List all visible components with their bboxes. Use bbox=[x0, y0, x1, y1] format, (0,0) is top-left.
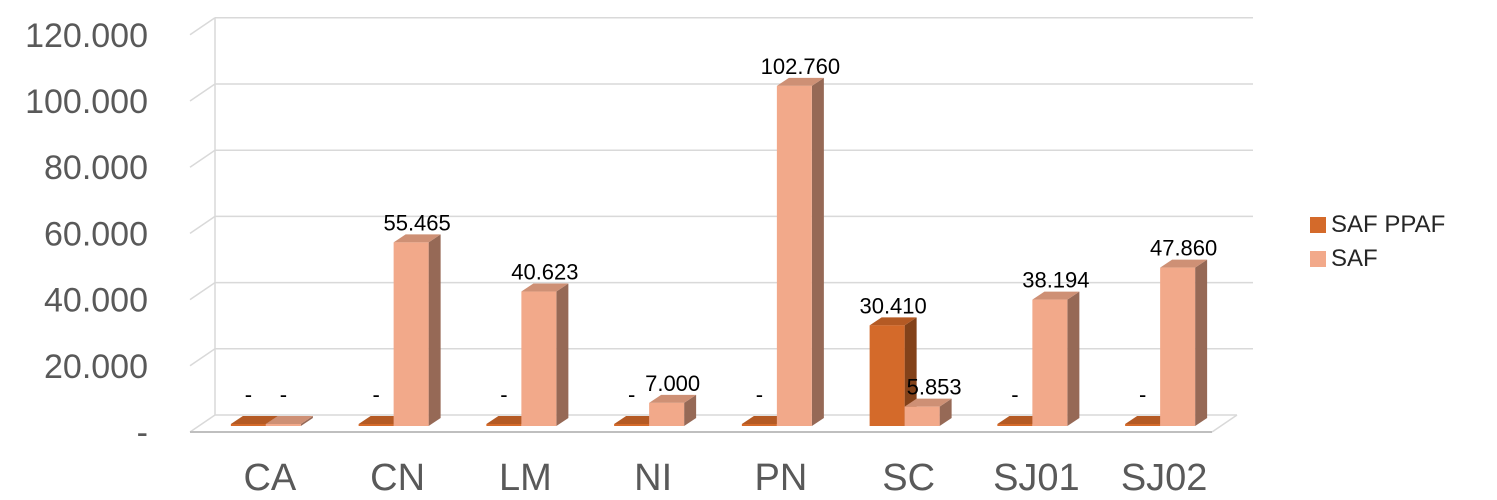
bar-saf-lm bbox=[521, 283, 569, 426]
data-label: - bbox=[372, 382, 379, 407]
bar-top bbox=[393, 234, 441, 243]
y-tick-label: 80.000 bbox=[44, 149, 148, 187]
data-label: - bbox=[1011, 382, 1018, 407]
bar-saf-ni bbox=[649, 394, 697, 426]
x-tick-label: SJ01 bbox=[993, 457, 1080, 499]
bar-side bbox=[556, 283, 569, 426]
wall-gridline bbox=[189, 17, 216, 36]
bar-front bbox=[265, 424, 301, 426]
x-tick-label: LM bbox=[499, 457, 552, 499]
bar-top bbox=[521, 283, 569, 292]
bar-top bbox=[1032, 291, 1080, 300]
wall-gridline bbox=[189, 149, 216, 168]
y-tick-label: 40.000 bbox=[44, 282, 148, 320]
bar-front bbox=[521, 291, 557, 426]
data-label: - bbox=[756, 382, 763, 407]
data-label: - bbox=[500, 382, 507, 407]
bar-side bbox=[1195, 259, 1208, 426]
bar-front bbox=[741, 424, 777, 426]
data-label: - bbox=[628, 382, 635, 407]
data-labels: - - -55.465-40.623- 7.000 -102.76030.4105.85… bbox=[245, 54, 1218, 407]
gridlines bbox=[189, 17, 1253, 433]
legend-swatch-saf-ppaf bbox=[1310, 217, 1326, 233]
bar-saf-sj01 bbox=[1032, 291, 1080, 426]
x-tick-label: PN bbox=[754, 457, 807, 499]
data-label: 38.194 bbox=[1022, 268, 1089, 293]
data-label: - bbox=[1139, 382, 1146, 407]
bar-chart: - 20.000 40.000 60.000 80.000 100.000 120.000 C… bbox=[25, 17, 1253, 499]
bar-saf-pn bbox=[776, 77, 824, 426]
bar-saf-cn bbox=[393, 234, 441, 426]
bar-saf-ca bbox=[265, 416, 313, 426]
bar-side bbox=[684, 394, 697, 426]
bar-front bbox=[1160, 267, 1196, 426]
legend: SAF PPAF SAF bbox=[1310, 208, 1495, 276]
bar-front bbox=[776, 85, 812, 426]
bar-front bbox=[1125, 424, 1161, 426]
axes: - 20.000 40.000 60.000 80.000 100.000 120.000 C… bbox=[25, 17, 1212, 499]
bar-side bbox=[1067, 291, 1080, 426]
bar-front bbox=[649, 402, 685, 426]
y-tick-label: 120.000 bbox=[25, 17, 148, 55]
floor-right-edge bbox=[1211, 414, 1238, 433]
bars bbox=[230, 77, 1208, 426]
bar-top bbox=[649, 394, 697, 403]
legend-label-saf: SAF bbox=[1331, 245, 1378, 272]
wall-gridline bbox=[189, 83, 216, 102]
bar-front bbox=[393, 242, 429, 426]
bar-front bbox=[486, 424, 522, 426]
y-tick-label: - bbox=[137, 414, 148, 452]
legend-label-saf-ppaf: SAF PPAF bbox=[1331, 211, 1446, 238]
x-tick-label: CN bbox=[370, 457, 425, 499]
x-tick-label: CA bbox=[243, 457, 296, 499]
legend-item-saf-ppaf: SAF PPAF bbox=[1310, 208, 1495, 242]
bar-top bbox=[869, 317, 917, 326]
bar-front bbox=[904, 406, 940, 426]
bar-side bbox=[300, 416, 313, 426]
bar-side bbox=[904, 317, 917, 426]
legend-swatch-saf bbox=[1310, 251, 1326, 267]
bar-front bbox=[358, 424, 394, 426]
bar-front bbox=[614, 424, 650, 426]
legend-item-saf: SAF bbox=[1310, 242, 1495, 276]
data-label: 102.760 bbox=[761, 54, 841, 79]
wall-gridline bbox=[189, 348, 216, 367]
bar-side bbox=[811, 77, 824, 426]
data-label: 55.465 bbox=[383, 210, 450, 235]
data-label: 40.623 bbox=[511, 260, 578, 285]
bar-saf-sj02 bbox=[1160, 259, 1208, 426]
data-label: - bbox=[280, 382, 287, 407]
bar-front bbox=[1032, 299, 1068, 426]
wall-gridline bbox=[189, 215, 216, 235]
bar-front bbox=[869, 325, 905, 426]
bar-side bbox=[428, 234, 441, 426]
y-tick-label: 100.000 bbox=[25, 83, 148, 121]
data-label: 30.410 bbox=[859, 293, 926, 318]
bar-saf-ppaf-sc bbox=[869, 317, 917, 426]
x-tick-label: NI bbox=[634, 457, 672, 499]
bar-saf-sc bbox=[904, 398, 952, 426]
y-tick-label: 20.000 bbox=[44, 348, 148, 386]
bar-front bbox=[230, 424, 266, 426]
bar-top bbox=[265, 416, 313, 424]
data-label: 7.000 bbox=[645, 371, 700, 396]
data-label: - bbox=[245, 382, 252, 407]
wall-gridline bbox=[189, 414, 216, 433]
y-tick-label: 60.000 bbox=[44, 215, 148, 253]
bar-top bbox=[904, 398, 952, 407]
bar-side bbox=[939, 398, 952, 426]
bar-top bbox=[776, 77, 824, 86]
x-tick-label: SJ02 bbox=[1121, 457, 1208, 499]
bar-front bbox=[997, 424, 1033, 426]
bar-top bbox=[230, 416, 278, 424]
bar-top bbox=[1160, 259, 1208, 268]
wall-gridline bbox=[189, 281, 216, 301]
data-label: 47.860 bbox=[1150, 236, 1217, 261]
data-label: 5.853 bbox=[907, 375, 962, 400]
x-tick-label: SC bbox=[882, 457, 935, 499]
